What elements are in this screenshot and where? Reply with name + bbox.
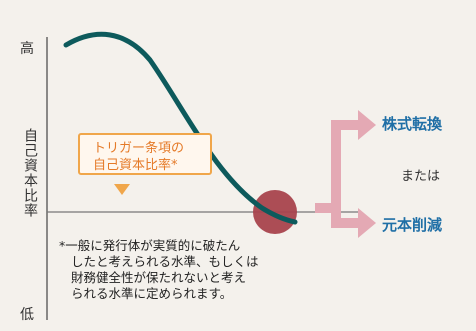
trigger-callout: トリガー条項の 自己資本比率* xyxy=(78,133,212,175)
outcome-or: または xyxy=(401,169,441,184)
capital-ratio-curve xyxy=(63,31,298,225)
outcome-conversion: 株式転換 xyxy=(382,115,443,133)
callout-arrow-icon xyxy=(114,184,130,195)
footnote-line-4: られる水準に定められます。 xyxy=(71,286,233,301)
branch-arrow xyxy=(315,110,376,238)
footnote-line-3: 財務健全性が保たれないと考え xyxy=(71,270,247,285)
footnote-line-2: したと考えられる水準、もしくは xyxy=(71,254,259,269)
footnote-line-1: *一般に発行体が実質的に破たん xyxy=(59,238,241,253)
trigger-circle xyxy=(253,190,297,234)
footnote: *一般に発行体が実質的に破たん したと考えられる水準、もしくは 財務健全性が保た… xyxy=(59,238,359,302)
callout-line-2: 自己資本比率* xyxy=(93,158,178,173)
y-axis-high-label: 高 xyxy=(20,41,34,57)
y-axis-label: 自己資本比率 xyxy=(22,128,38,218)
outcome-writedown: 元本削減 xyxy=(382,216,443,234)
callout-line-1: トリガー条項の xyxy=(93,141,185,156)
y-axis-low-label: 低 xyxy=(20,307,34,323)
